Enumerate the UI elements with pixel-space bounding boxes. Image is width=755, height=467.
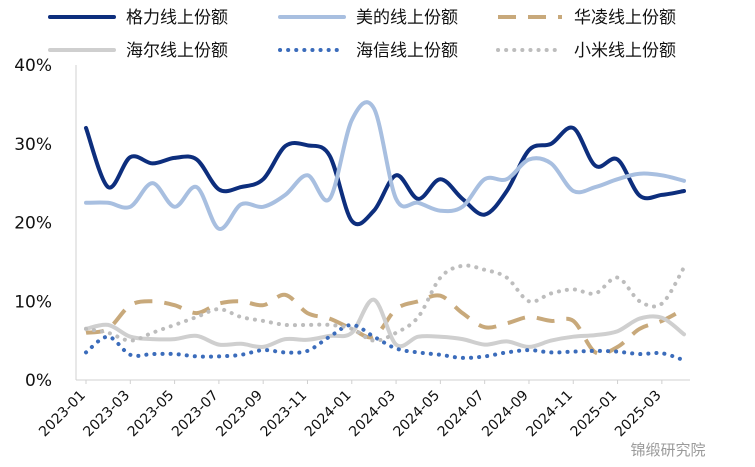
y-tick-label: 10% xyxy=(14,292,52,312)
series-line-2 xyxy=(84,100,686,231)
x-tick-label: 2023-07 xyxy=(169,388,222,441)
x-tick-label: 2023-11 xyxy=(258,388,311,441)
series-line-6 xyxy=(84,263,686,343)
legend-label-1: 格力线上份额 xyxy=(126,8,228,28)
y-tick-label: 0% xyxy=(25,371,52,391)
y-tick-label: 40% xyxy=(14,56,52,76)
x-axis: 2023-012023-032023-052023-072023-092023-… xyxy=(36,380,665,440)
y-tick-label: 30% xyxy=(14,135,52,155)
plot-area xyxy=(75,65,690,381)
legend-label-5: 海信线上份额 xyxy=(356,41,458,61)
x-tick-label: 2024-07 xyxy=(435,388,488,441)
series-group xyxy=(84,100,686,363)
x-tick-label: 2024-01 xyxy=(302,388,355,441)
legend-label-2: 美的线上份额 xyxy=(356,8,458,28)
x-tick-label: 2024-09 xyxy=(479,388,532,441)
x-tick-label: 2024-03 xyxy=(346,388,399,441)
x-tick-label: 2025-03 xyxy=(612,388,665,441)
legend-label-6: 小米线上份额 xyxy=(574,41,676,61)
y-tick-label: 20% xyxy=(14,214,52,234)
legend-label-4: 海尔线上份额 xyxy=(126,41,228,61)
x-tick-label: 2025-01 xyxy=(568,388,621,441)
series-line-4 xyxy=(84,297,686,350)
x-tick-label: 2024-11 xyxy=(523,388,576,441)
x-tick-label: 2023-05 xyxy=(125,388,178,441)
x-tick-label: 2023-09 xyxy=(213,388,266,441)
legend-label-3: 华凌线上份额 xyxy=(574,8,676,28)
watermark-text: 锦缎研究院 xyxy=(630,441,705,459)
series-line-5 xyxy=(84,322,686,363)
series-line-1 xyxy=(84,125,686,227)
y-axis: 0% 10% 20% 30% 40% xyxy=(14,56,52,391)
x-tick-label: 2023-01 xyxy=(36,388,89,441)
x-tick-label: 2024-05 xyxy=(391,388,444,441)
x-tick-label: 2023-03 xyxy=(80,388,133,441)
